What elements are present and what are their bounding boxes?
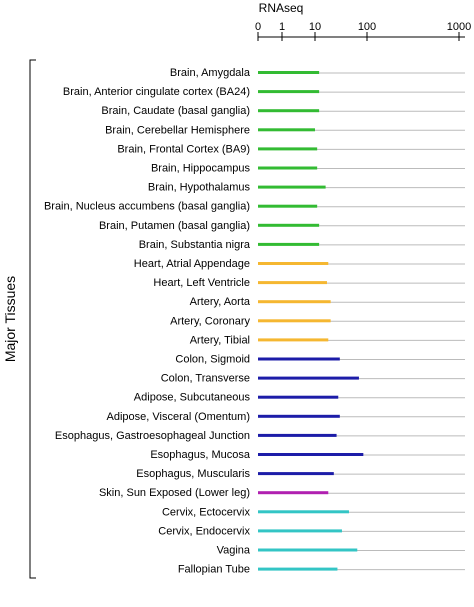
- bar-row: Heart, Left Ventricle: [153, 277, 465, 289]
- category-label: Brain, Amygdala: [170, 67, 251, 79]
- bar: [258, 300, 331, 304]
- category-label: Esophagus, Muscularis: [136, 468, 250, 480]
- bar: [258, 109, 320, 113]
- bar: [258, 166, 318, 170]
- bar-row: Skin, Sun Exposed (Lower leg): [99, 487, 465, 499]
- group-title: Major Tissues: [2, 276, 18, 362]
- x-axis: 0 1 10 100 1000: [255, 21, 471, 41]
- category-label: Artery, Tibial: [190, 334, 250, 346]
- category-label: Esophagus, Mucosa: [150, 449, 251, 461]
- bar: [258, 262, 329, 265]
- bar: [258, 90, 320, 94]
- category-label: Colon, Sigmoid: [175, 354, 250, 366]
- bar-row: Esophagus, Muscularis: [136, 468, 465, 480]
- bar: [258, 357, 340, 361]
- category-label: Fallopian Tube: [178, 564, 250, 576]
- category-label: Adipose, Subcutaneous: [134, 392, 251, 404]
- category-label: Heart, Atrial Appendage: [134, 258, 250, 270]
- bar-row: Artery, Aorta: [190, 296, 465, 308]
- category-label: Heart, Left Ventricle: [153, 277, 250, 289]
- bar: [258, 529, 342, 533]
- group-bracket: [29, 59, 36, 579]
- bar-row: Brain, Cerebellar Hemisphere: [105, 124, 465, 136]
- x-tick-label: 0: [255, 21, 261, 33]
- bar-row: Adipose, Visceral (Omentum): [107, 411, 465, 423]
- bar-row: Brain, Nucleus accumbens (basal ganglia): [44, 201, 465, 213]
- category-label: Brain, Nucleus accumbens (basal ganglia): [44, 201, 250, 213]
- bar: [258, 223, 320, 227]
- category-label: Artery, Coronary: [170, 315, 250, 327]
- category-label: Cervix, Endocervix: [158, 525, 250, 537]
- x-axis-title: RNAseq: [259, 1, 304, 15]
- bar-row: Esophagus, Gastroesophageal Junction: [55, 430, 465, 442]
- category-label: Colon, Transverse: [161, 373, 250, 385]
- bar: [258, 147, 318, 151]
- bar-row: Brain, Frontal Cortex (BA9): [117, 143, 465, 155]
- bar: [258, 376, 359, 380]
- bar-row: Cervix, Endocervix: [158, 525, 465, 537]
- bar: [258, 185, 326, 189]
- bar-row: Brain, Anterior cingulate cortex (BA24): [63, 86, 465, 98]
- category-label: Brain, Frontal Cortex (BA9): [117, 143, 250, 155]
- category-label: Brain, Cerebellar Hemisphere: [105, 124, 250, 136]
- bar: [258, 281, 327, 285]
- bar-row: Colon, Transverse: [161, 373, 465, 385]
- bar: [258, 338, 329, 342]
- bar: [258, 395, 339, 399]
- x-tick-label: 1000: [447, 21, 471, 33]
- bar: [258, 472, 334, 476]
- bar: [258, 433, 337, 437]
- bar: [258, 204, 318, 208]
- bar-row: Brain, Hippocampus: [151, 163, 465, 175]
- bar: [258, 242, 320, 246]
- bar: [258, 71, 320, 74]
- bar-row: Colon, Sigmoid: [175, 354, 465, 366]
- bar: [258, 319, 331, 323]
- category-label: Cervix, Ectocervix: [162, 506, 251, 518]
- bar-row: Adipose, Subcutaneous: [134, 392, 465, 404]
- bar-row: Artery, Tibial: [190, 334, 465, 346]
- x-tick-label: 100: [358, 21, 376, 33]
- bar: [258, 414, 340, 418]
- x-tick-label: 1: [279, 21, 285, 33]
- bar-row: Artery, Coronary: [170, 315, 465, 327]
- bar-row: Brain, Amygdala: [170, 67, 465, 79]
- category-label: Adipose, Visceral (Omentum): [107, 411, 250, 423]
- category-label: Artery, Aorta: [190, 296, 251, 308]
- category-label: Brain, Substantia nigra: [139, 239, 251, 251]
- bar-rows: Brain, Amygdala Brain, Anterior cingulate…: [44, 67, 465, 576]
- bar-row: Esophagus, Mucosa: [150, 449, 465, 461]
- bar-row: Cervix, Ectocervix: [162, 506, 465, 518]
- bar: [258, 128, 315, 132]
- bar-row: Brain, Hypothalamus: [148, 182, 465, 194]
- bar-row: Brain, Caudate (basal ganglia): [101, 105, 465, 117]
- category-label: Brain, Hypothalamus: [148, 182, 251, 194]
- x-tick-label: 10: [309, 21, 321, 33]
- group-bracket-line: [29, 59, 36, 579]
- bar-row: Fallopian Tube: [178, 564, 465, 576]
- bar-row: Brain, Putamen (basal ganglia): [99, 220, 465, 232]
- bar: [258, 567, 338, 571]
- bar-row: Heart, Atrial Appendage: [134, 258, 465, 270]
- bar: [258, 548, 358, 552]
- category-label: Brain, Hippocampus: [151, 163, 251, 175]
- bar: [258, 491, 329, 495]
- category-label: Vagina: [217, 545, 251, 557]
- category-label: Brain, Caudate (basal ganglia): [101, 105, 250, 117]
- bar-row: Brain, Substantia nigra: [139, 239, 465, 251]
- category-label: Esophagus, Gastroesophageal Junction: [55, 430, 250, 442]
- bar-row: Vagina: [217, 545, 465, 557]
- category-label: Brain, Anterior cingulate cortex (BA24): [63, 86, 250, 98]
- bar: [258, 453, 364, 456]
- category-label: Skin, Sun Exposed (Lower leg): [99, 487, 250, 499]
- category-label: Brain, Putamen (basal ganglia): [99, 220, 250, 232]
- bar: [258, 510, 349, 514]
